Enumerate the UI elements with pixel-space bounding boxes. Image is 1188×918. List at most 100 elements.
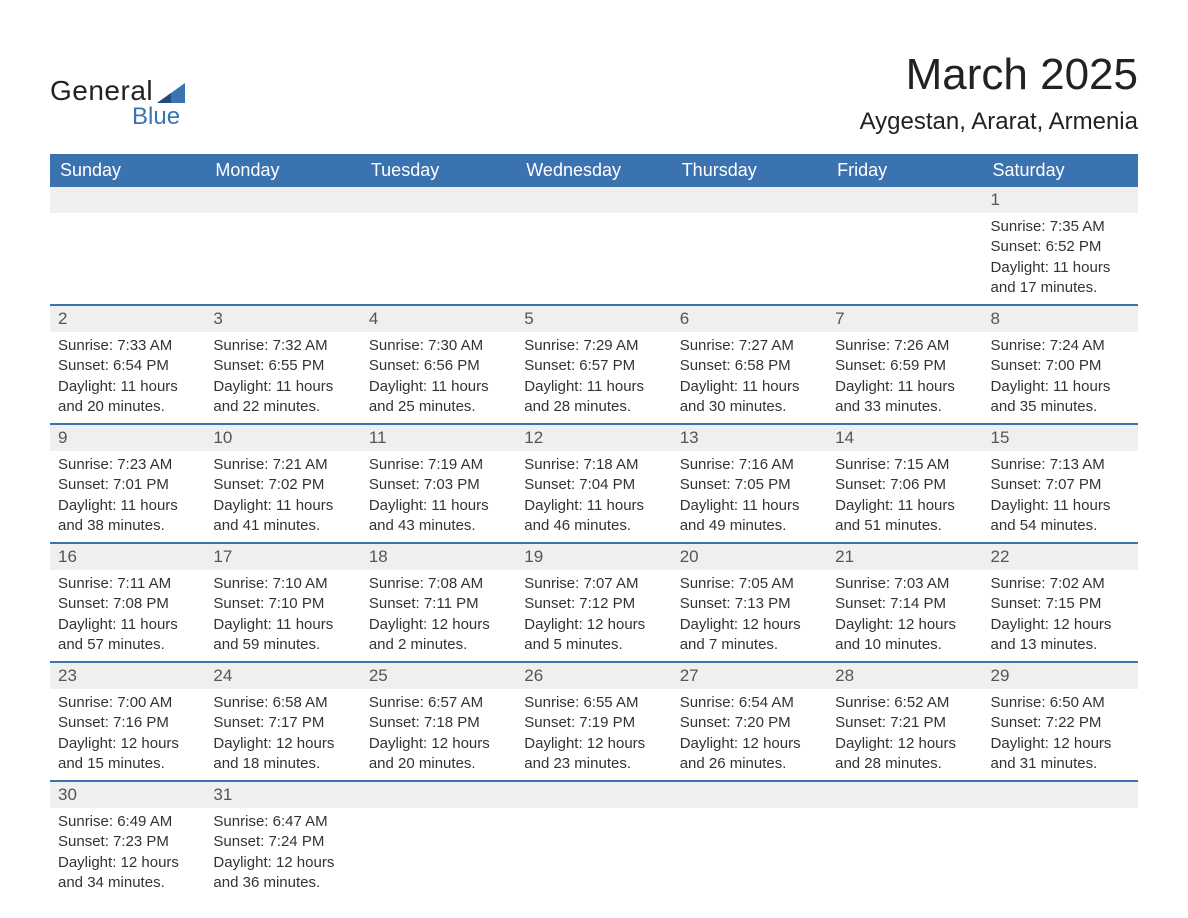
calendar-day-cell: 9Sunrise: 7:23 AMSunset: 7:01 PMDaylight…: [50, 424, 205, 543]
daylight-text: Daylight: 11 hours and 41 minutes.: [213, 496, 352, 537]
day-number: 15: [983, 425, 1138, 451]
daylight-text: Daylight: 11 hours and 59 minutes.: [213, 615, 352, 656]
daylight-text: Daylight: 11 hours and 43 minutes.: [369, 496, 508, 537]
weekday-header: Wednesday: [516, 154, 671, 187]
sunrise-text: Sunrise: 7:13 AM: [991, 455, 1130, 475]
day-details: Sunrise: 7:15 AMSunset: 7:06 PMDaylight:…: [827, 451, 982, 542]
calendar-day-cell: [983, 781, 1138, 899]
sunset-text: Sunset: 6:54 PM: [58, 356, 197, 376]
daylight-text: Daylight: 11 hours and 57 minutes.: [58, 615, 197, 656]
sunset-text: Sunset: 7:20 PM: [680, 713, 819, 733]
sunset-text: Sunset: 7:17 PM: [213, 713, 352, 733]
calendar-day-cell: 29Sunrise: 6:50 AMSunset: 7:22 PMDayligh…: [983, 662, 1138, 781]
logo-text-blue: Blue: [132, 103, 185, 131]
weekday-header: Saturday: [983, 154, 1138, 187]
calendar-body: 1Sunrise: 7:35 AMSunset: 6:52 PMDaylight…: [50, 187, 1138, 899]
day-number: 28: [827, 663, 982, 689]
sunrise-text: Sunrise: 6:49 AM: [58, 812, 197, 832]
day-number: 23: [50, 663, 205, 689]
daylight-text: Daylight: 11 hours and 51 minutes.: [835, 496, 974, 537]
daylight-text: Daylight: 11 hours and 28 minutes.: [524, 377, 663, 418]
day-number: 2: [50, 306, 205, 332]
calendar-day-cell: [827, 187, 982, 305]
sunset-text: Sunset: 7:13 PM: [680, 594, 819, 614]
calendar-day-cell: 4Sunrise: 7:30 AMSunset: 6:56 PMDaylight…: [361, 305, 516, 424]
sunrise-text: Sunrise: 6:47 AM: [213, 812, 352, 832]
daylight-text: Daylight: 12 hours and 5 minutes.: [524, 615, 663, 656]
day-number: 9: [50, 425, 205, 451]
calendar-day-cell: [361, 781, 516, 899]
sunset-text: Sunset: 7:24 PM: [213, 832, 352, 852]
day-number: 12: [516, 425, 671, 451]
daylight-text: Daylight: 12 hours and 7 minutes.: [680, 615, 819, 656]
day-details: [361, 213, 516, 273]
calendar-day-cell: 15Sunrise: 7:13 AMSunset: 7:07 PMDayligh…: [983, 424, 1138, 543]
day-number: 7: [827, 306, 982, 332]
calendar-header-row: Sunday Monday Tuesday Wednesday Thursday…: [50, 154, 1138, 187]
day-details: [827, 808, 982, 868]
day-number: [361, 782, 516, 808]
day-details: [672, 808, 827, 868]
day-number: [361, 187, 516, 213]
day-number: [516, 187, 671, 213]
day-details: Sunrise: 7:21 AMSunset: 7:02 PMDaylight:…: [205, 451, 360, 542]
calendar-day-cell: [516, 187, 671, 305]
day-details: Sunrise: 7:13 AMSunset: 7:07 PMDaylight:…: [983, 451, 1138, 542]
calendar-week-row: 9Sunrise: 7:23 AMSunset: 7:01 PMDaylight…: [50, 424, 1138, 543]
day-number: 26: [516, 663, 671, 689]
day-number: 16: [50, 544, 205, 570]
day-number: 13: [672, 425, 827, 451]
calendar-day-cell: [361, 187, 516, 305]
daylight-text: Daylight: 12 hours and 15 minutes.: [58, 734, 197, 775]
day-number: [827, 187, 982, 213]
daylight-text: Daylight: 11 hours and 35 minutes.: [991, 377, 1130, 418]
day-details: [361, 808, 516, 868]
sunset-text: Sunset: 7:14 PM: [835, 594, 974, 614]
day-number: 6: [672, 306, 827, 332]
sunrise-text: Sunrise: 7:27 AM: [680, 336, 819, 356]
day-details: Sunrise: 7:29 AMSunset: 6:57 PMDaylight:…: [516, 332, 671, 423]
sunrise-text: Sunrise: 6:58 AM: [213, 693, 352, 713]
sunrise-text: Sunrise: 7:05 AM: [680, 574, 819, 594]
day-details: Sunrise: 7:00 AMSunset: 7:16 PMDaylight:…: [50, 689, 205, 780]
sunrise-text: Sunrise: 6:52 AM: [835, 693, 974, 713]
day-number: 24: [205, 663, 360, 689]
day-details: [672, 213, 827, 273]
day-number: 21: [827, 544, 982, 570]
calendar-week-row: 30Sunrise: 6:49 AMSunset: 7:23 PMDayligh…: [50, 781, 1138, 899]
day-details: Sunrise: 6:47 AMSunset: 7:24 PMDaylight:…: [205, 808, 360, 899]
sunrise-text: Sunrise: 7:00 AM: [58, 693, 197, 713]
calendar-day-cell: 8Sunrise: 7:24 AMSunset: 7:00 PMDaylight…: [983, 305, 1138, 424]
day-number: [205, 187, 360, 213]
sunset-text: Sunset: 6:55 PM: [213, 356, 352, 376]
calendar-day-cell: 22Sunrise: 7:02 AMSunset: 7:15 PMDayligh…: [983, 543, 1138, 662]
sunset-text: Sunset: 6:58 PM: [680, 356, 819, 376]
sunrise-text: Sunrise: 6:50 AM: [991, 693, 1130, 713]
sunrise-text: Sunrise: 7:16 AM: [680, 455, 819, 475]
calendar-day-cell: 20Sunrise: 7:05 AMSunset: 7:13 PMDayligh…: [672, 543, 827, 662]
day-details: Sunrise: 7:19 AMSunset: 7:03 PMDaylight:…: [361, 451, 516, 542]
daylight-text: Daylight: 11 hours and 49 minutes.: [680, 496, 819, 537]
sunset-text: Sunset: 6:59 PM: [835, 356, 974, 376]
daylight-text: Daylight: 12 hours and 31 minutes.: [991, 734, 1130, 775]
calendar-week-row: 23Sunrise: 7:00 AMSunset: 7:16 PMDayligh…: [50, 662, 1138, 781]
daylight-text: Daylight: 12 hours and 26 minutes.: [680, 734, 819, 775]
sunset-text: Sunset: 7:06 PM: [835, 475, 974, 495]
day-details: [516, 808, 671, 868]
sunrise-text: Sunrise: 7:33 AM: [58, 336, 197, 356]
sunset-text: Sunset: 7:18 PM: [369, 713, 508, 733]
sunset-text: Sunset: 7:22 PM: [991, 713, 1130, 733]
day-details: Sunrise: 7:33 AMSunset: 6:54 PMDaylight:…: [50, 332, 205, 423]
calendar-day-cell: 18Sunrise: 7:08 AMSunset: 7:11 PMDayligh…: [361, 543, 516, 662]
calendar-day-cell: 11Sunrise: 7:19 AMSunset: 7:03 PMDayligh…: [361, 424, 516, 543]
day-details: [516, 213, 671, 273]
daylight-text: Daylight: 11 hours and 17 minutes.: [991, 258, 1130, 299]
day-number: [516, 782, 671, 808]
day-number: 10: [205, 425, 360, 451]
sunset-text: Sunset: 6:57 PM: [524, 356, 663, 376]
calendar-day-cell: 1Sunrise: 7:35 AMSunset: 6:52 PMDaylight…: [983, 187, 1138, 305]
day-number: 30: [50, 782, 205, 808]
day-details: Sunrise: 7:35 AMSunset: 6:52 PMDaylight:…: [983, 213, 1138, 304]
calendar-day-cell: [672, 781, 827, 899]
sunset-text: Sunset: 7:01 PM: [58, 475, 197, 495]
